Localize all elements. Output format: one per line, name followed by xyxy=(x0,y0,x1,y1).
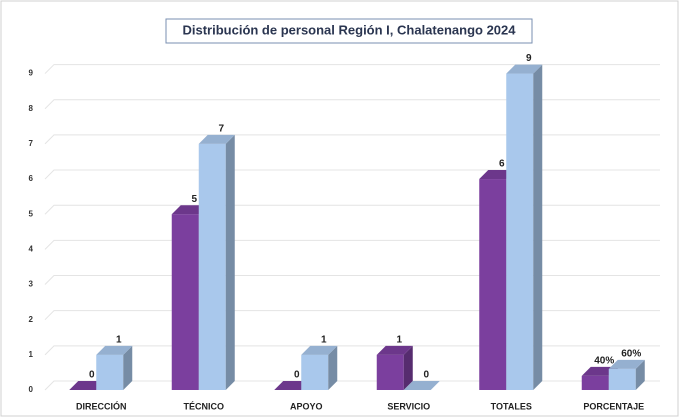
value-label: 0 xyxy=(294,370,300,381)
bar-face xyxy=(506,64,543,74)
bar xyxy=(96,345,133,390)
value-label: 9 xyxy=(526,53,532,64)
bar-face xyxy=(328,345,338,390)
bar-face xyxy=(608,368,636,390)
y-tick-label: 2 xyxy=(29,315,34,324)
bar xyxy=(301,345,338,390)
grid-line xyxy=(44,310,660,321)
bar-face xyxy=(403,381,440,390)
value-label: 1 xyxy=(396,334,402,345)
y-tick-label: 8 xyxy=(29,104,34,113)
value-label: 1 xyxy=(321,334,327,345)
value-label: 0 xyxy=(89,370,95,381)
bar-face xyxy=(96,345,133,355)
value-label: 7 xyxy=(218,124,224,135)
value-label: 1 xyxy=(116,334,122,345)
value-label: 5 xyxy=(191,194,197,205)
grid-line xyxy=(44,380,660,391)
bar-face xyxy=(403,345,413,390)
bar-face xyxy=(123,345,133,390)
grid-line xyxy=(44,64,660,74)
bar-face xyxy=(376,345,413,355)
y-tick-label: 5 xyxy=(29,209,34,218)
bar xyxy=(403,381,440,390)
bar-face xyxy=(198,143,226,390)
x-tick-label: TÉCNICO xyxy=(184,401,225,411)
y-tick-label: 9 xyxy=(29,69,34,78)
x-tick-label: SERVICIO xyxy=(387,401,430,411)
grid-line xyxy=(44,345,660,356)
grid-line xyxy=(44,169,660,180)
bar-face xyxy=(533,64,543,390)
bar-face xyxy=(96,354,124,390)
bar-face xyxy=(301,345,338,355)
bar xyxy=(608,359,645,390)
y-tick-label: 7 xyxy=(29,139,34,148)
bar-face xyxy=(171,214,199,390)
grid-line xyxy=(44,239,660,250)
bar-face xyxy=(301,354,329,390)
bar-face xyxy=(479,179,507,390)
value-label: 40% xyxy=(594,356,614,367)
value-label: 60% xyxy=(621,349,641,360)
x-tick-label: PORCENTAJE xyxy=(583,401,644,411)
x-tick-label: APOYO xyxy=(290,401,323,411)
y-tick-label: 4 xyxy=(29,244,34,253)
bar-face xyxy=(506,73,534,390)
bar xyxy=(376,345,413,390)
bar xyxy=(198,134,235,390)
y-tick-label: 3 xyxy=(29,280,34,289)
bar-face xyxy=(225,134,235,390)
x-tick-label: TOTALES xyxy=(491,401,532,411)
x-tick-label: DIRECCIÓN xyxy=(76,400,127,411)
bar-face xyxy=(581,375,609,390)
y-tick-label: 0 xyxy=(29,385,34,394)
grid-line xyxy=(44,275,660,285)
y-tick-label: 6 xyxy=(29,174,34,183)
title-box xyxy=(165,18,533,44)
chart-title: Distribución de personal Región I, Chala… xyxy=(182,22,516,37)
value-label: 0 xyxy=(423,370,429,381)
grid-line xyxy=(44,204,660,215)
grid-line xyxy=(44,99,660,110)
bar-face xyxy=(635,359,645,390)
y-tick-label: 1 xyxy=(29,350,34,359)
grid-line xyxy=(44,134,660,145)
bar xyxy=(506,64,543,390)
value-label: 6 xyxy=(499,159,505,170)
bar-face xyxy=(608,359,645,369)
bar-face xyxy=(376,354,404,390)
bar-face xyxy=(198,134,235,144)
